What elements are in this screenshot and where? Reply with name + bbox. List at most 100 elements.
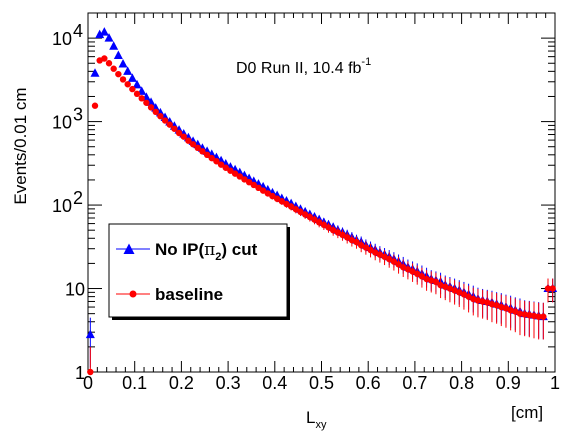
data-point-circle: [339, 231, 346, 239]
data-point-circle: [343, 234, 351, 241]
data-point-triangle: [123, 66, 133, 75]
data-point-circle: [264, 190, 271, 197]
data-point-circle: [306, 213, 314, 221]
x-tick-label: 1: [550, 373, 560, 393]
data-point-circle: [231, 170, 239, 177]
x-tick-label: 0.5: [309, 373, 334, 393]
x-tick-label: 0.7: [402, 373, 427, 393]
data-point-circle: [213, 158, 220, 165]
data-point-circle: [395, 261, 402, 268]
data-point-triangle: [113, 50, 123, 59]
data-point-triangle: [99, 27, 109, 36]
legend-label-baseline: baseline: [155, 285, 223, 304]
data-point-circle: [540, 313, 547, 320]
data-point-triangle: [151, 103, 161, 112]
data-point-circle: [418, 273, 426, 280]
data-point-circle: [297, 208, 304, 216]
data-point-circle: [250, 181, 257, 189]
x-tick-label: 0: [83, 373, 93, 393]
run-annotation: D0 Run II, 10.4 fb-1: [236, 56, 371, 77]
data-point-circle: [273, 195, 281, 202]
data-point-circle: [157, 113, 164, 120]
data-point-circle: [171, 125, 178, 132]
x-tick-label: 0.6: [356, 373, 381, 393]
y-tick-exponent: 2: [73, 188, 83, 208]
data-point-circle: [129, 85, 136, 93]
series-baseline: [87, 55, 556, 376]
data-point-triangle: [85, 329, 95, 339]
data-point-circle: [292, 206, 300, 213]
y-tick-label: 10: [65, 280, 85, 300]
data-point-circle: [119, 76, 127, 83]
data-point-circle: [208, 154, 215, 162]
data-point-circle: [217, 161, 225, 168]
data-point-circle: [311, 216, 318, 223]
data-point-circle: [147, 104, 155, 111]
data-point-circle: [287, 203, 295, 210]
legend-box: [108, 223, 288, 318]
legend-marker-circle: [129, 290, 137, 298]
data-point-circle: [549, 285, 556, 292]
data-point-circle: [115, 70, 122, 78]
data-point-circle: [133, 90, 141, 98]
data-point-circle: [353, 238, 360, 246]
data-point-circle: [194, 144, 201, 152]
y-tick-label: 1: [75, 363, 85, 383]
data-point-circle: [189, 141, 197, 148]
data-point-circle: [535, 313, 542, 320]
data-point-circle: [241, 176, 248, 183]
legend-label-no-ip-cut: No IP(π2) cut: [155, 240, 258, 263]
data-point-triangle: [132, 79, 142, 89]
y-tick-exponent: 3: [73, 105, 83, 125]
data-point-circle: [245, 178, 253, 186]
data-point-triangle: [90, 68, 100, 77]
data-point-circle: [325, 224, 332, 231]
data-point-circle: [255, 184, 262, 191]
data-point-triangle: [118, 58, 128, 68]
data-point-circle: [110, 65, 117, 72]
x-tick-label: 0.8: [449, 373, 474, 393]
y-tick-exponent: 4: [73, 21, 83, 41]
data-point-circle: [236, 173, 243, 180]
y-tick-label: 10: [52, 196, 72, 216]
data-point-triangle: [104, 33, 114, 42]
data-point-circle: [161, 117, 169, 124]
data-point-circle: [199, 148, 206, 155]
data-point-circle: [390, 258, 398, 265]
data-point-circle: [283, 200, 290, 208]
data-point-circle: [320, 221, 328, 229]
x-tick-label: 0.4: [262, 373, 287, 393]
y-axis-label: Events/0.01 cm: [11, 87, 30, 204]
data-point-circle: [432, 278, 440, 286]
data-point-circle: [259, 187, 267, 194]
x-axis-label: Lxy: [306, 408, 327, 431]
x-tick-label: 0.9: [496, 373, 521, 393]
data-point-circle: [269, 192, 276, 200]
data-point-circle: [91, 102, 99, 109]
data-point-circle: [101, 55, 108, 62]
y-tick-label: 10: [52, 29, 72, 49]
data-point-circle: [166, 121, 173, 128]
data-point-triangle: [95, 29, 105, 39]
data-point-circle: [105, 60, 113, 67]
data-point-circle: [180, 133, 187, 140]
data-point-circle: [544, 285, 552, 292]
data-point-circle: [138, 95, 145, 102]
data-point-circle: [124, 81, 131, 88]
x-tick-label: 0.2: [169, 373, 194, 393]
data-point-triangle: [127, 73, 137, 82]
y-tick-label: 10: [52, 113, 72, 133]
data-point-circle: [227, 167, 234, 174]
data-point-circle: [278, 198, 286, 205]
data-point-triangle: [109, 41, 119, 50]
data-point-circle: [152, 108, 159, 116]
data-point-circle: [185, 137, 192, 144]
data-point-circle: [87, 368, 94, 376]
x-axis-unit: [cm]: [511, 403, 543, 422]
data-point-circle: [175, 129, 183, 137]
data-point-circle: [143, 99, 150, 106]
legend: No IP(π2) cut baseline: [108, 223, 290, 320]
data-series: [85, 27, 558, 376]
